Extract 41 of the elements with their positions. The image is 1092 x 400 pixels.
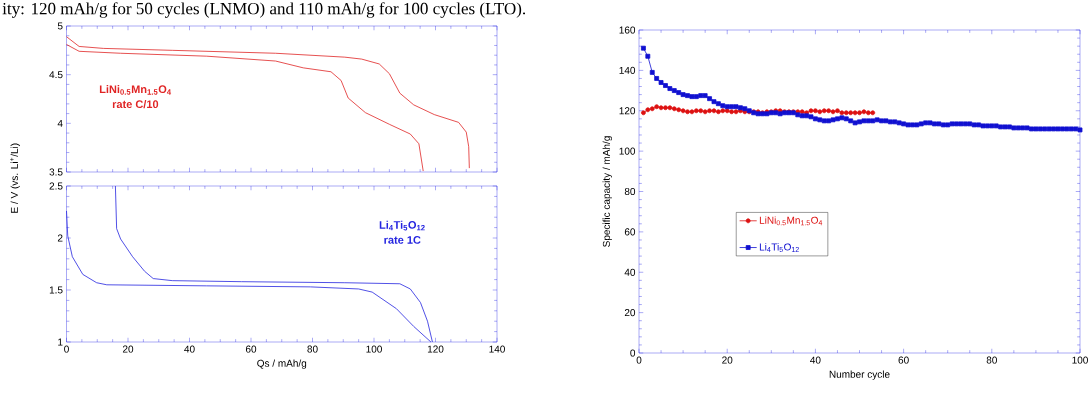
x-tick-label: 0 (636, 356, 642, 364)
x-tick-label: 120 (427, 345, 444, 353)
x-tick-label: 100 (1072, 356, 1088, 364)
y-tick-label: 80 (624, 187, 636, 196)
x-tick-label: 140 (489, 345, 505, 353)
x-tick-label: 60 (898, 356, 909, 364)
y-axis-title: E / V (vs. Li$^{+}$/Li) (10, 143, 20, 213)
x-axis-title: Qs / mAh/g (257, 359, 307, 369)
y-tick-label: 2 (57, 234, 63, 242)
y-tick-label: 3.5 (49, 168, 63, 176)
x-tick-label: 60 (245, 345, 257, 353)
y-tick-label: 120 (619, 107, 636, 115)
x-tick-label: 20 (122, 345, 134, 353)
y-tick-label: 20 (624, 309, 636, 317)
chart-title: ity: 120 mAh/g for 50 cycles (LNMO) and 110 mAh/g for 100 cycles (LTO). (2, 2, 526, 18)
legend-label: Li$_{4}$Ti$_{5}$O$_{12}$ (759, 243, 799, 252)
y-tick-label: 1 (58, 338, 63, 346)
annotation: LiNi$_{0.5}$Mn$_{1.5}$O$_{4}$ (99, 85, 172, 95)
y-tick-label: 60 (624, 228, 636, 236)
y-tick-label: 5 (57, 22, 63, 30)
y-tick-label: 2.5 (49, 182, 63, 190)
y-tick-label: 4.5 (49, 71, 63, 79)
x-tick-label: 100 (366, 345, 382, 353)
x-tick-label: 80 (986, 356, 997, 364)
x-tick-label: 80 (307, 345, 318, 353)
y-tick-label: 4 (57, 119, 63, 127)
x-axis-title: Number cycle (829, 370, 890, 380)
x-tick-label: 40 (184, 345, 195, 353)
legend-label: LiNi$_{0.5}$Mn$_{1.5}$O$_{4}$ (759, 216, 823, 226)
y-tick-label: 160 (619, 26, 636, 34)
y-axis-title: Specific capacity / mAh/g (602, 136, 612, 247)
y-tick-label: 140 (619, 66, 636, 74)
y-tick-label: 1.5 (49, 286, 63, 294)
y-tick-label: 100 (619, 147, 636, 155)
annotation: rate 1C (384, 236, 421, 244)
x-tick-label: 0 (64, 345, 69, 353)
annotation: Li$_{4}$Ti$_{5}$O$_{12}$ (379, 220, 425, 231)
x-tick-label: 40 (810, 356, 821, 364)
annotation: rate C/10 (112, 100, 159, 109)
x-tick-label: 20 (722, 356, 733, 364)
y-tick-label: 40 (624, 268, 636, 276)
